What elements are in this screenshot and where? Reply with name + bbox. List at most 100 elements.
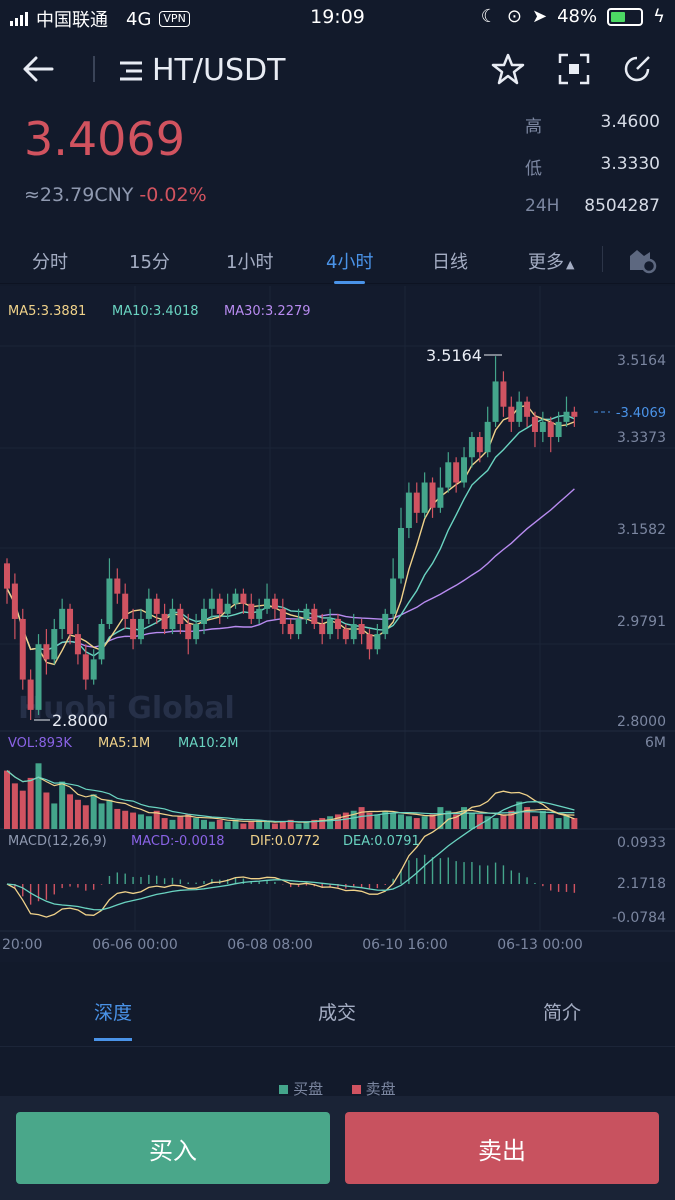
- legend-dif: DIF:0.0772: [250, 834, 320, 849]
- candle-body: [366, 634, 373, 650]
- x-label: 06-08 08:00: [227, 937, 312, 953]
- volume-bar: [358, 807, 365, 829]
- high-value: 3.4600: [600, 112, 660, 132]
- refresh-icon[interactable]: [620, 52, 654, 86]
- volume-bar: [382, 810, 389, 829]
- last-price: 3.4069: [24, 112, 185, 166]
- volume-bar: [508, 810, 515, 829]
- candle-body: [161, 613, 168, 630]
- candle-body: [453, 462, 460, 483]
- tab-15m[interactable]: 15分: [129, 252, 170, 273]
- volume-bar: [342, 812, 349, 829]
- volume-bar: [366, 812, 373, 829]
- candle-body: [334, 618, 341, 630]
- timeframe-tabs: 分时 15分 1小时 4小时 日线 更多 ▲: [0, 240, 675, 284]
- tab-depth[interactable]: 深度: [94, 998, 133, 1041]
- divider: [93, 56, 95, 82]
- arrow-left-icon[interactable]: [22, 56, 54, 82]
- x-label: 20:00: [2, 937, 42, 953]
- candle-body: [390, 578, 397, 614]
- legend-ma5: MA5:3.3881: [8, 304, 86, 319]
- volume-bar: [201, 819, 207, 829]
- tab-timeline[interactable]: 分时: [32, 252, 68, 273]
- candle-body: [216, 598, 223, 614]
- candle-body: [193, 623, 200, 640]
- candle-body: [421, 482, 428, 513]
- volume-bar: [437, 807, 444, 829]
- low-label: 低: [525, 159, 542, 179]
- price-tick: 2.8000: [617, 714, 666, 730]
- scan-icon[interactable]: [557, 52, 591, 86]
- candle-body: [232, 593, 239, 604]
- volume-bar: [492, 818, 499, 829]
- volume-bar: [137, 814, 144, 829]
- candle-body: [271, 598, 278, 609]
- volume-bar: [279, 821, 286, 829]
- kline-chart[interactable]: Huobi Global MA5:3.3881 MA10:3.4018 MA30…: [0, 286, 675, 962]
- price-tick: 3.1582: [617, 522, 666, 538]
- sell-button[interactable]: 卖出: [345, 1112, 659, 1184]
- volume-axis-label: 6M: [645, 735, 666, 751]
- min-price-marker: 2.8000: [52, 711, 108, 730]
- volume-bar: [153, 810, 160, 829]
- legend-macd: MACD:-0.0018: [131, 834, 225, 849]
- candle-body: [350, 623, 357, 640]
- volume-bar: [35, 763, 42, 829]
- candle-body: [327, 618, 334, 635]
- location-icon: ➤: [532, 6, 548, 27]
- vpn-badge: VPN: [159, 11, 190, 27]
- buy-swatch: [279, 1085, 289, 1094]
- volume-bar: [74, 799, 81, 829]
- volume-bar: [51, 803, 58, 829]
- candle-body: [43, 644, 50, 660]
- caret-down-icon: ▲: [566, 258, 575, 271]
- candle-body: [98, 623, 105, 660]
- pair-selector[interactable]: HT/USDT: [118, 53, 285, 88]
- candle-body: [74, 634, 81, 655]
- menu-icon: [120, 61, 142, 80]
- candle-body: [67, 608, 74, 635]
- change-percent: -0.02%: [139, 184, 207, 206]
- cny-value: ≈23.79CNY: [24, 184, 134, 206]
- status-bar: 中国联通 4G VPN 19:09 ☾ ⊙ ➤ 48% ϟ: [0, 0, 675, 36]
- volume-bar: [461, 807, 468, 829]
- candle-body: [524, 401, 531, 417]
- x-label: 06-13 00:00: [497, 937, 582, 953]
- buy-button[interactable]: 买入: [16, 1112, 330, 1184]
- tab-4h[interactable]: 4小时: [326, 248, 373, 284]
- tab-1h[interactable]: 1小时: [226, 252, 274, 273]
- candle-body: [122, 593, 129, 619]
- volume-bar: [421, 816, 428, 829]
- carrier: 中国联通: [36, 10, 108, 31]
- star-icon[interactable]: [491, 52, 525, 86]
- price-tick: 2.9791: [617, 614, 666, 630]
- legend-vol-ma10: MA10:2M: [178, 736, 239, 751]
- tab-daily[interactable]: 日线: [432, 252, 468, 273]
- legend-vol-ma5: MA5:1M: [98, 736, 150, 751]
- tab-trades[interactable]: 成交: [318, 1002, 357, 1024]
- volume-bar: [350, 810, 357, 829]
- candle-body: [319, 623, 326, 635]
- moon-icon: ☾: [480, 6, 497, 27]
- tab-more[interactable]: 更多 ▲: [528, 248, 574, 274]
- volume-bar: [67, 794, 74, 829]
- tab-intro[interactable]: 简介: [543, 1002, 582, 1024]
- volume-bar: [271, 823, 278, 829]
- candle-body: [35, 644, 42, 710]
- volume-bar: [374, 814, 381, 829]
- depth-legend: 买盘 卖盘: [0, 1078, 675, 1099]
- volume-bar: [82, 805, 89, 829]
- candle-body: [539, 421, 546, 432]
- volume-bar: [106, 799, 113, 829]
- volume-bar: [248, 821, 255, 829]
- candle-body: [547, 421, 554, 438]
- chart-settings-icon[interactable]: [627, 246, 657, 274]
- candle-body: [303, 608, 310, 619]
- candle-body: [137, 618, 144, 640]
- candle-body: [224, 603, 231, 614]
- legend-vol: VOL:893K: [8, 736, 72, 751]
- volume-bar: [11, 783, 18, 829]
- pair-title: HT/USDT: [152, 53, 286, 88]
- candle-body: [311, 608, 318, 624]
- candle-body: [287, 623, 294, 635]
